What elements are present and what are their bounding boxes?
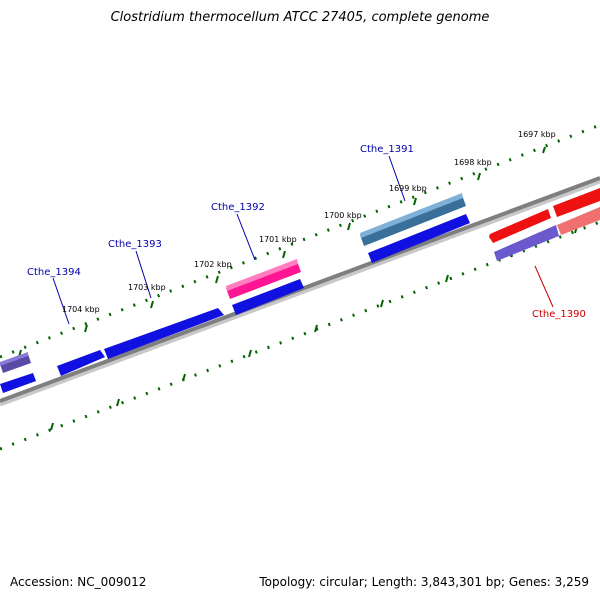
major-tick — [84, 324, 88, 333]
major-tick — [380, 299, 384, 308]
accession-text: Accession: NC_009012 — [10, 575, 147, 589]
kbp-label: 1698 kbp — [454, 158, 492, 167]
kbp-label: 1703 kbp — [128, 283, 166, 292]
major-tick — [413, 197, 417, 206]
kbp-label: 1699 kbp — [389, 184, 427, 193]
major-tick — [182, 373, 186, 382]
genome-summary-text: Topology: circular; Length: 3,843,301 bp… — [259, 575, 589, 589]
major-tick — [477, 172, 481, 181]
gene-label-cthe-1392[interactable]: Cthe_1392 — [211, 202, 265, 213]
major-tick — [150, 300, 154, 309]
kbp-label: 1701 kbp — [259, 235, 297, 244]
gene-label-cthe-1393[interactable]: Cthe_1393 — [108, 239, 162, 250]
leader-cthe-1390 — [534, 265, 554, 308]
gene-label-cthe-1391[interactable]: Cthe_1391 — [360, 144, 414, 155]
major-tick — [314, 324, 318, 333]
gene-label-cthe-1394[interactable]: Cthe_1394 — [27, 267, 81, 278]
leader-cthe-1392 — [236, 213, 256, 261]
major-tick — [282, 250, 286, 259]
gene-cthe-1392-top[interactable] — [226, 259, 301, 299]
gene-cthe-1393-mid-b[interactable] — [104, 308, 224, 359]
label-leaders — [52, 155, 554, 325]
major-tick — [542, 146, 546, 154]
gene-cthe-1390-mid[interactable] — [494, 207, 600, 261]
leader-cthe-1391 — [388, 155, 406, 202]
kbp-label: 1702 kbp — [194, 260, 232, 269]
inner-tick-ring — [0, 220, 600, 451]
major-tick — [445, 274, 449, 283]
leader-cthe-1394 — [52, 277, 70, 325]
gene-cthe-1391-top[interactable] — [360, 193, 466, 246]
gene-cthe-1391-mid[interactable] — [368, 214, 470, 263]
backbone-shadow — [0, 178, 600, 407]
kbp-label: 1704 kbp — [62, 305, 100, 314]
gene-label-cthe-1390[interactable]: Cthe_1390 — [532, 309, 586, 320]
map-title: Clostridium thermocellum ATCC 27405, com… — [110, 10, 490, 25]
gene-cthe-1394-mid[interactable] — [0, 373, 36, 393]
kbp-label: 1700 kbp — [324, 211, 362, 220]
major-tick — [347, 222, 351, 231]
major-tick — [215, 275, 219, 284]
major-ticks — [18, 146, 578, 431]
gene-cthe-1390-top[interactable] — [489, 188, 600, 243]
leader-cthe-1393 — [135, 250, 152, 299]
outer-tick-ring — [0, 123, 600, 359]
kbp-label: 1697 kbp — [518, 130, 556, 139]
major-tick — [248, 349, 252, 358]
gene-cthe-1392-mid[interactable] — [232, 279, 304, 315]
gene-cthe-1394-top[interactable] — [0, 352, 31, 373]
major-tick — [116, 398, 120, 407]
major-tick — [50, 422, 54, 431]
gene-cthe-1393-mid-a[interactable] — [57, 350, 105, 376]
